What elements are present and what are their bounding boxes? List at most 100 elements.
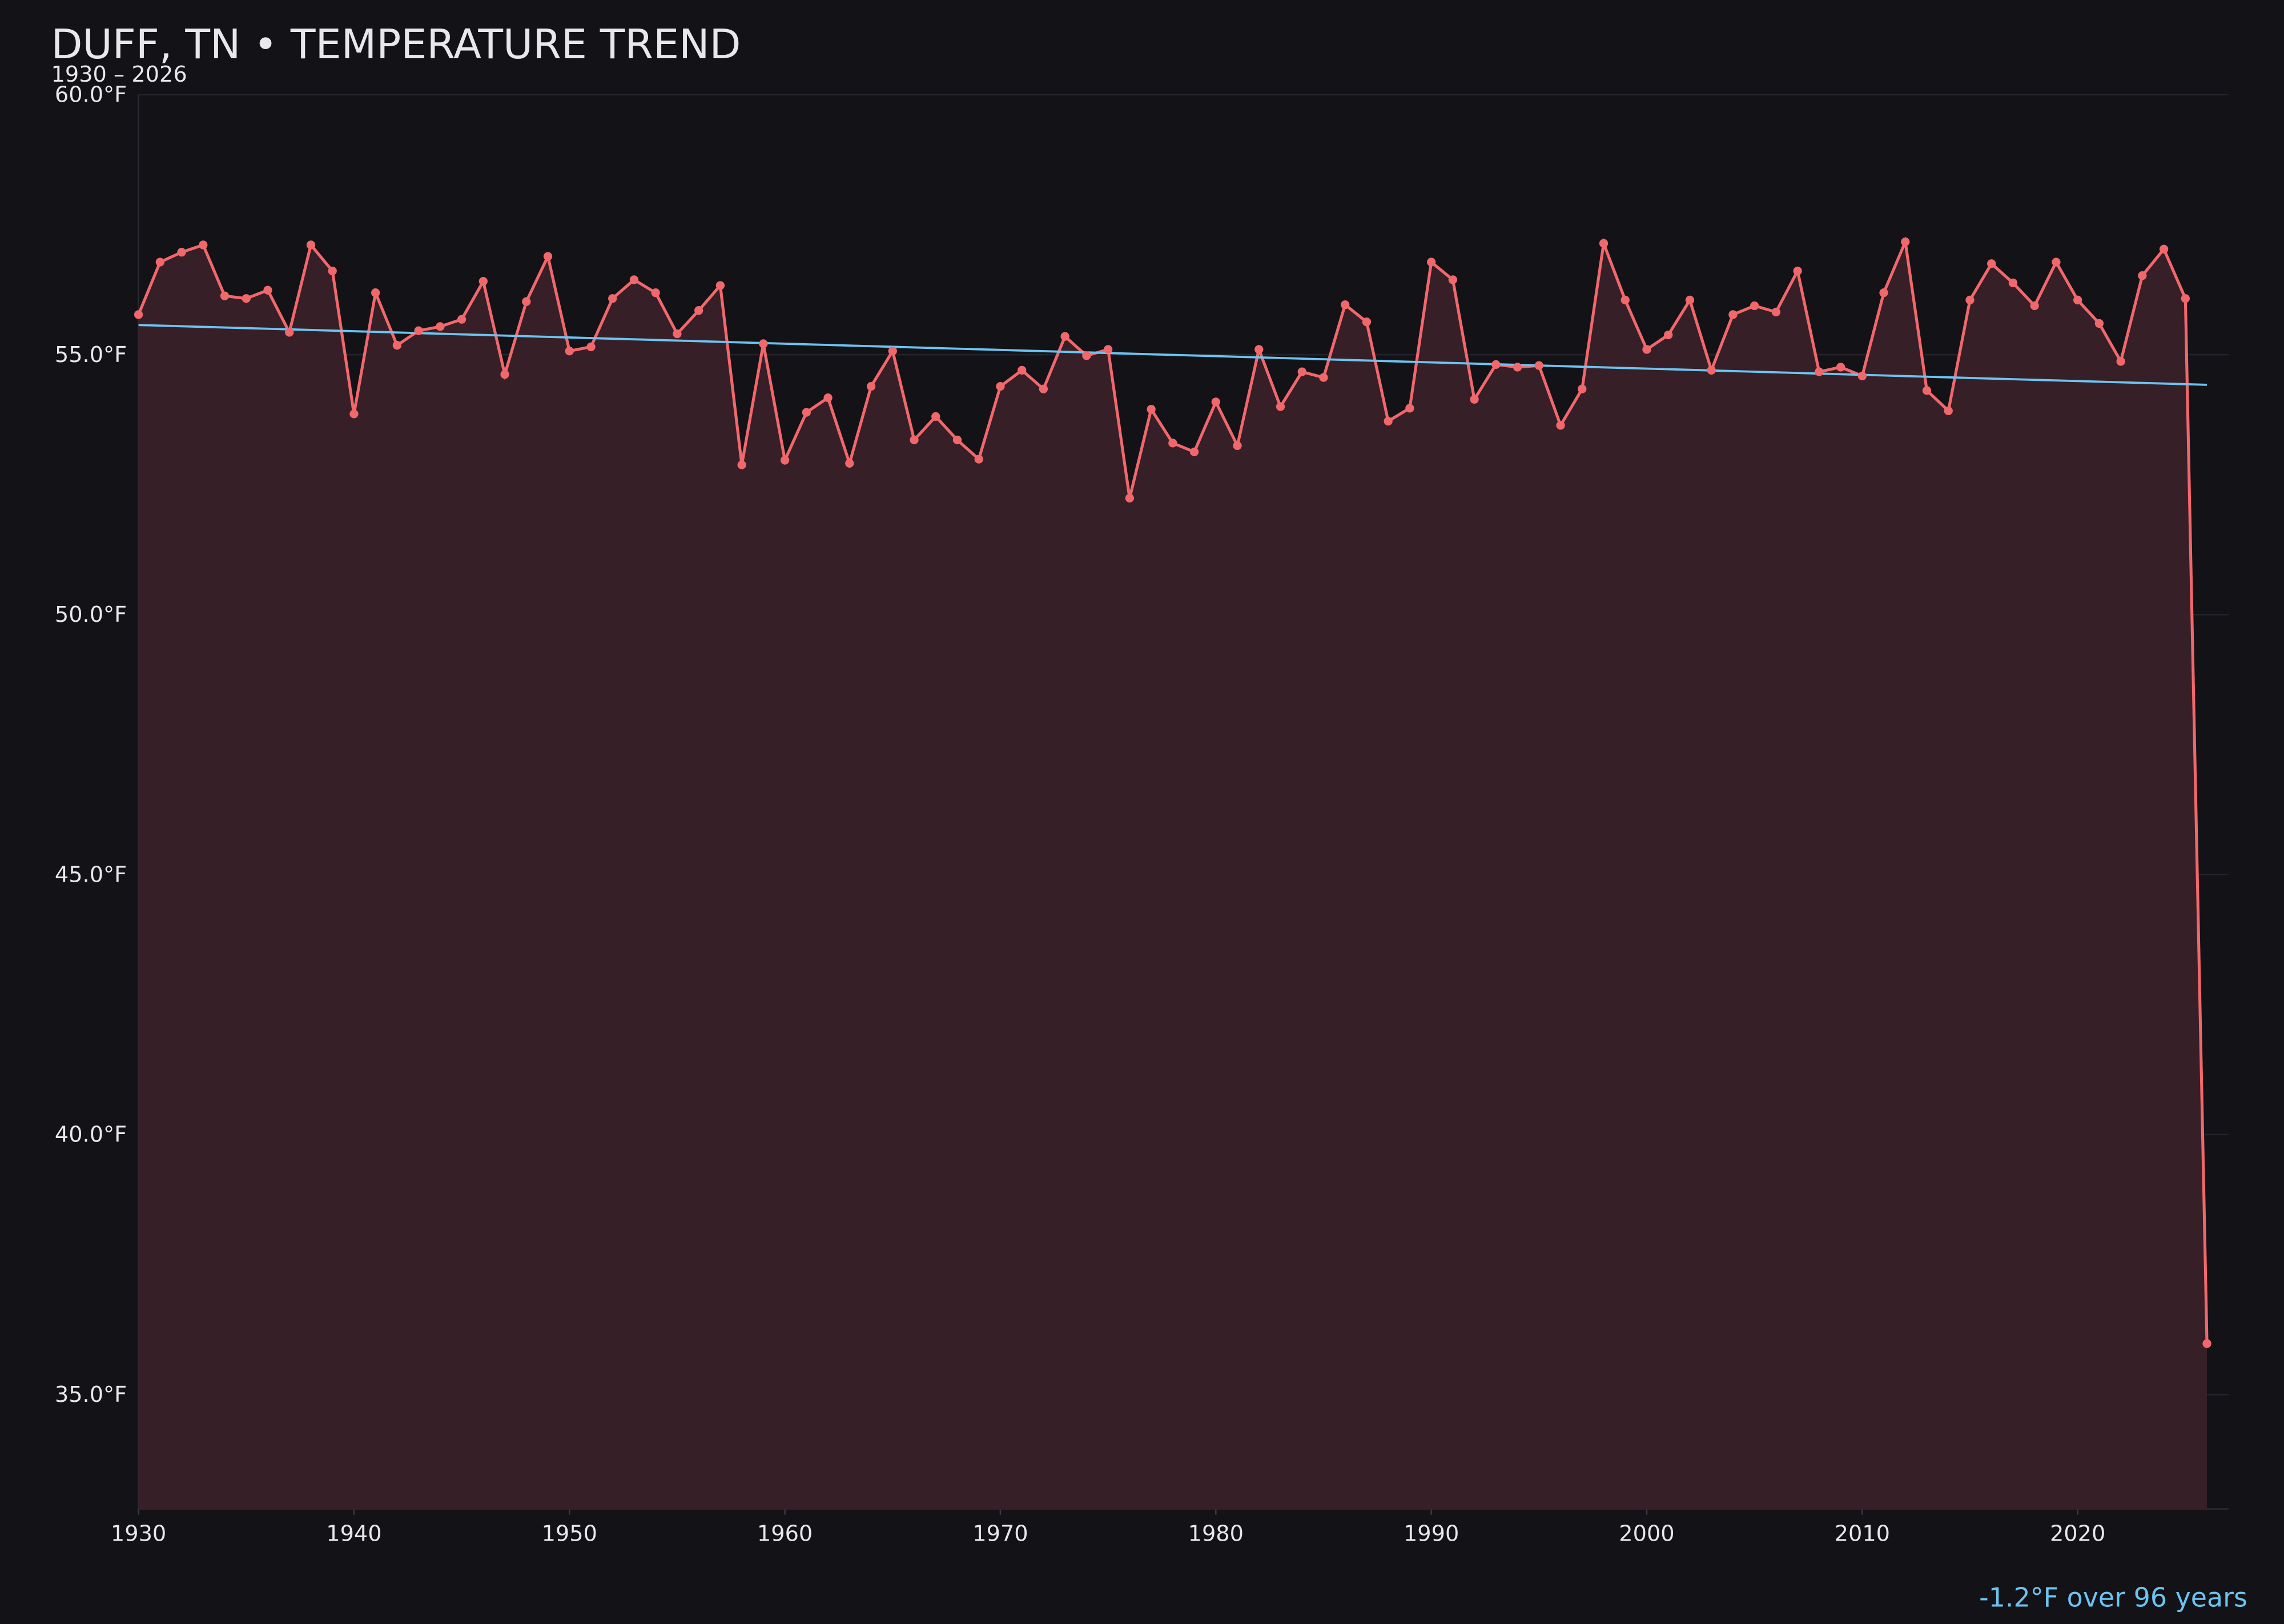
point — [1620, 295, 1630, 305]
point — [2159, 244, 2169, 254]
point — [1534, 361, 1543, 370]
point — [2052, 258, 2061, 267]
y-tick-label: 35.0°F — [55, 1382, 127, 1408]
point — [1491, 360, 1501, 369]
point — [1771, 307, 1781, 317]
point — [2116, 357, 2125, 366]
point — [996, 381, 1005, 391]
point — [780, 456, 790, 465]
x-tick-label: 1960 — [757, 1521, 813, 1547]
point — [823, 393, 833, 403]
point — [1168, 439, 1177, 448]
point — [952, 435, 962, 445]
point — [306, 240, 316, 250]
point — [1664, 330, 1673, 340]
point — [414, 326, 423, 335]
point — [1297, 367, 1306, 376]
point — [974, 455, 983, 464]
point — [543, 252, 553, 261]
point — [1857, 371, 1867, 381]
point — [242, 294, 251, 303]
point — [608, 294, 617, 303]
point — [2181, 294, 2190, 303]
point — [565, 347, 574, 356]
chart-title: DUFF, TN • TEMPERATURE TREND — [51, 21, 741, 68]
point — [651, 288, 660, 298]
x-tick-label: 2000 — [1619, 1521, 1674, 1547]
point — [1362, 317, 1372, 327]
point — [1233, 441, 1242, 451]
point — [1707, 365, 1716, 375]
point — [285, 328, 294, 337]
point — [1836, 363, 1845, 372]
point — [1922, 386, 1932, 395]
point — [1815, 367, 1824, 376]
point — [1341, 300, 1350, 309]
point — [1319, 373, 1328, 382]
point — [392, 341, 402, 350]
trend-annotation: -1.2°F over 96 years — [1979, 1582, 2247, 1613]
point — [1189, 447, 1199, 456]
point — [371, 288, 380, 298]
point — [1578, 384, 1587, 393]
point — [1750, 301, 1759, 311]
point — [199, 240, 208, 250]
point — [1448, 275, 1458, 284]
point — [802, 408, 811, 417]
point — [478, 277, 488, 286]
point — [1901, 237, 1910, 247]
point — [1513, 363, 1522, 372]
point — [2073, 295, 2082, 305]
point — [2094, 319, 2104, 328]
point — [888, 347, 897, 356]
point — [1987, 259, 1996, 268]
point — [1470, 395, 1479, 404]
point — [1599, 239, 1609, 248]
point — [1384, 416, 1393, 426]
chart-subtitle: 1930 – 2026 — [51, 62, 187, 87]
point — [220, 291, 230, 300]
point — [1642, 345, 1651, 354]
y-tick-label: 45.0°F — [55, 862, 127, 887]
point — [1556, 421, 1565, 430]
x-tick-label: 1950 — [542, 1521, 597, 1547]
point — [1082, 351, 1091, 360]
point — [1685, 295, 1695, 305]
point — [1147, 405, 1156, 414]
point — [1103, 345, 1113, 354]
x-tick-label: 1970 — [972, 1521, 1028, 1547]
x-tick-label: 1980 — [1188, 1521, 1244, 1547]
x-tick-label: 2010 — [1835, 1521, 1890, 1547]
point — [2008, 278, 2018, 288]
point — [737, 460, 746, 469]
point — [436, 322, 445, 331]
point — [2138, 271, 2147, 280]
point — [1793, 266, 1802, 276]
x-tick-label: 1930 — [111, 1521, 166, 1547]
y-tick-label: 50.0°F — [55, 602, 127, 628]
point — [673, 329, 682, 339]
point — [866, 381, 876, 391]
point — [349, 409, 359, 419]
point — [1405, 404, 1414, 413]
x-tick-label: 1990 — [1404, 1521, 1459, 1547]
point — [1276, 402, 1285, 411]
point — [1879, 288, 1888, 298]
y-tick-label: 55.0°F — [55, 342, 127, 368]
point — [155, 258, 164, 267]
point — [2030, 301, 2039, 311]
point — [2202, 1339, 2211, 1348]
point — [931, 412, 940, 421]
area — [138, 242, 2207, 1509]
x-tick-label: 2020 — [2050, 1521, 2105, 1547]
point — [522, 297, 531, 306]
x-tick-label: 1940 — [326, 1521, 381, 1547]
point — [1254, 345, 1264, 354]
point — [1944, 406, 1953, 416]
point — [177, 248, 186, 257]
point — [1125, 493, 1135, 503]
point — [457, 315, 467, 324]
point — [1060, 332, 1069, 341]
point — [1211, 397, 1220, 407]
